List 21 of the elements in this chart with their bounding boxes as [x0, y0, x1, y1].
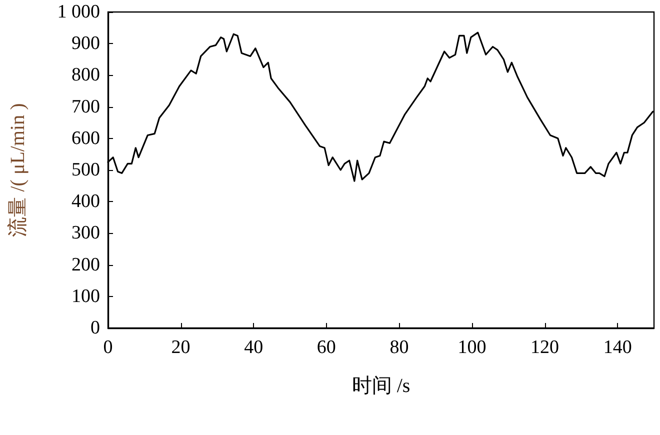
- y-axis-title: 流量 /( μL/min ): [7, 103, 29, 237]
- x-tick-label: 100: [458, 337, 486, 358]
- y-tick-label: 1 000: [57, 2, 100, 22]
- x-tick-label: 60: [316, 337, 336, 358]
- x-tick-label: 120: [530, 337, 560, 358]
- y-tick-label: 100: [72, 286, 100, 307]
- x-tick-label: 0: [103, 337, 113, 358]
- x-axis-title: 时间 /s: [352, 375, 410, 397]
- y-tick-label: 400: [72, 191, 100, 212]
- x-tick-label: 20: [171, 337, 190, 358]
- y-tick-label: 800: [72, 64, 100, 86]
- y-tick-label: 0: [90, 318, 100, 338]
- y-tick-label: 500: [72, 160, 100, 180]
- y-tick-label: 900: [72, 33, 100, 54]
- x-tick-label: 40: [244, 337, 264, 358]
- x-tick-label: 140: [603, 337, 632, 358]
- y-tick-label: 700: [72, 96, 100, 118]
- x-tick-label: 80: [390, 337, 409, 358]
- y-tick-label: 200: [72, 254, 100, 276]
- y-tick-label: 300: [72, 222, 100, 244]
- y-tick-label: 600: [72, 128, 100, 149]
